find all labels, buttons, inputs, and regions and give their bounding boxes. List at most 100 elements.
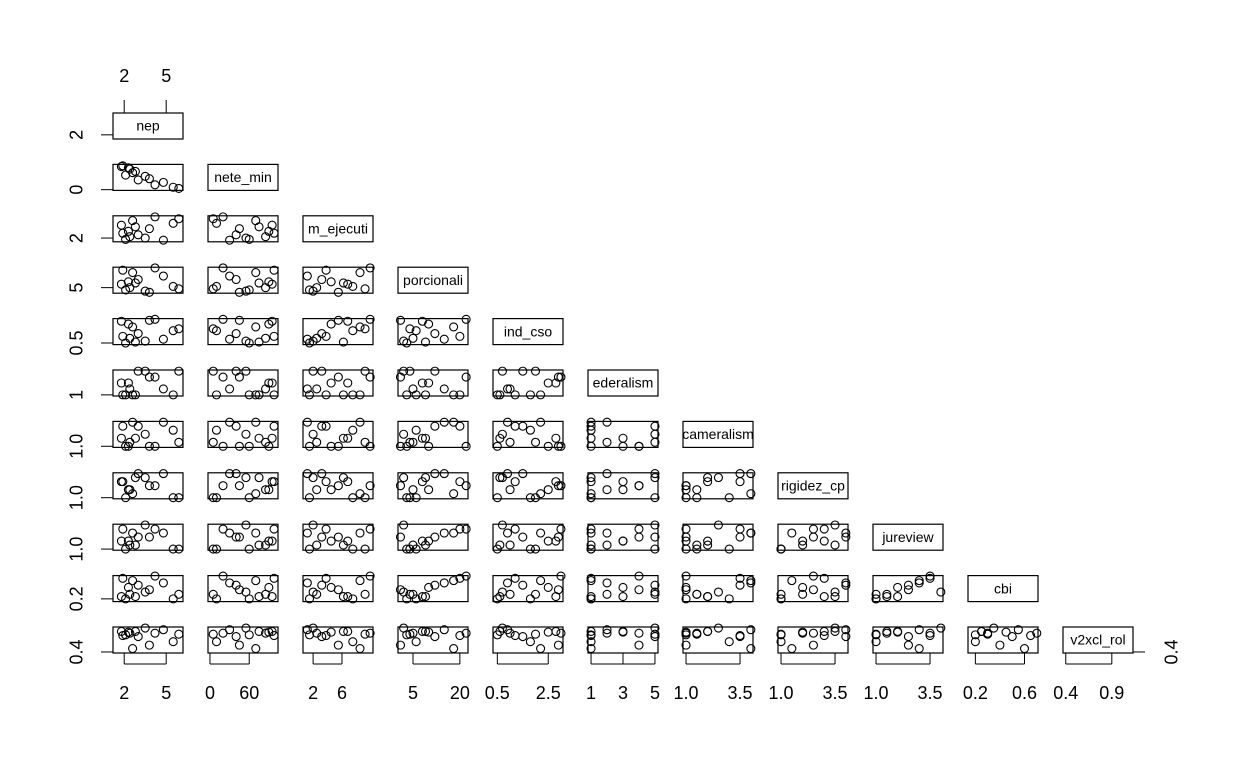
panel-frame (112, 523, 184, 551)
point (140, 336, 150, 346)
point (530, 437, 541, 447)
point (130, 222, 140, 232)
point (798, 627, 808, 637)
point (703, 626, 713, 636)
point (536, 417, 546, 427)
point (231, 469, 241, 479)
point (225, 334, 235, 344)
point (713, 520, 723, 530)
point (338, 540, 348, 550)
variable-label: ederalism (593, 375, 654, 391)
point (158, 578, 168, 588)
point (402, 390, 412, 400)
point (218, 314, 228, 324)
point (497, 587, 507, 597)
panel-frame (492, 523, 564, 551)
point (543, 441, 553, 451)
point (819, 536, 829, 546)
point (140, 286, 150, 296)
point (267, 433, 277, 443)
point (365, 571, 375, 581)
point (241, 233, 251, 243)
point (455, 631, 465, 641)
point (174, 214, 184, 224)
point (411, 594, 421, 604)
point (343, 626, 353, 636)
point (218, 481, 228, 491)
point (130, 473, 140, 483)
point (140, 623, 150, 633)
point (602, 437, 612, 447)
point (267, 477, 277, 487)
point (168, 218, 178, 228)
point (411, 390, 421, 400)
point (308, 473, 318, 483)
point (264, 319, 274, 329)
point (556, 628, 566, 638)
point (525, 390, 535, 400)
panel-frame (682, 420, 754, 448)
panel-frame (397, 420, 469, 448)
point (430, 328, 440, 339)
point (360, 544, 370, 554)
point (360, 493, 370, 503)
point (218, 212, 228, 222)
panel-frame (967, 574, 1039, 603)
point (140, 429, 150, 439)
point (586, 473, 596, 483)
point (234, 585, 244, 595)
point (586, 576, 596, 586)
point (231, 632, 241, 642)
point (1026, 631, 1036, 641)
panel-frame (397, 472, 469, 500)
point (650, 437, 660, 447)
point (586, 592, 596, 602)
point (338, 626, 348, 636)
point (140, 473, 150, 483)
point (841, 625, 851, 635)
point (893, 627, 903, 637)
y-tick-label: 0.4 (67, 639, 87, 664)
point (174, 324, 184, 334)
point (174, 493, 184, 503)
point (150, 524, 160, 534)
point (267, 592, 277, 602)
point (903, 632, 913, 642)
point (439, 625, 449, 635)
panel-frame (302, 472, 374, 500)
point (168, 637, 178, 647)
point (355, 417, 365, 427)
point (130, 540, 140, 550)
point (903, 580, 913, 590)
point (551, 433, 561, 443)
point (787, 576, 797, 586)
point (168, 281, 178, 292)
panel-frame (682, 523, 754, 551)
point (408, 333, 418, 343)
point (348, 425, 358, 435)
point (144, 640, 154, 650)
point (713, 473, 723, 483)
point (140, 520, 150, 530)
point (439, 334, 449, 344)
point (264, 536, 274, 546)
x-tick-label: 0.4 (1053, 683, 1078, 703)
point (174, 589, 184, 599)
point (348, 326, 358, 336)
point (618, 433, 628, 443)
point (819, 524, 829, 534)
point (650, 469, 660, 479)
variable-label: nete_min (214, 169, 272, 185)
point (402, 493, 412, 503)
point (128, 528, 138, 538)
point (395, 481, 406, 491)
point (174, 284, 184, 294)
point (308, 286, 318, 296)
y-tick-label: 0.5 (67, 330, 87, 355)
point (543, 582, 553, 593)
point (231, 328, 241, 339)
point (634, 640, 644, 650)
panel-frame (302, 574, 374, 603)
point (819, 573, 829, 583)
point (681, 640, 691, 650)
